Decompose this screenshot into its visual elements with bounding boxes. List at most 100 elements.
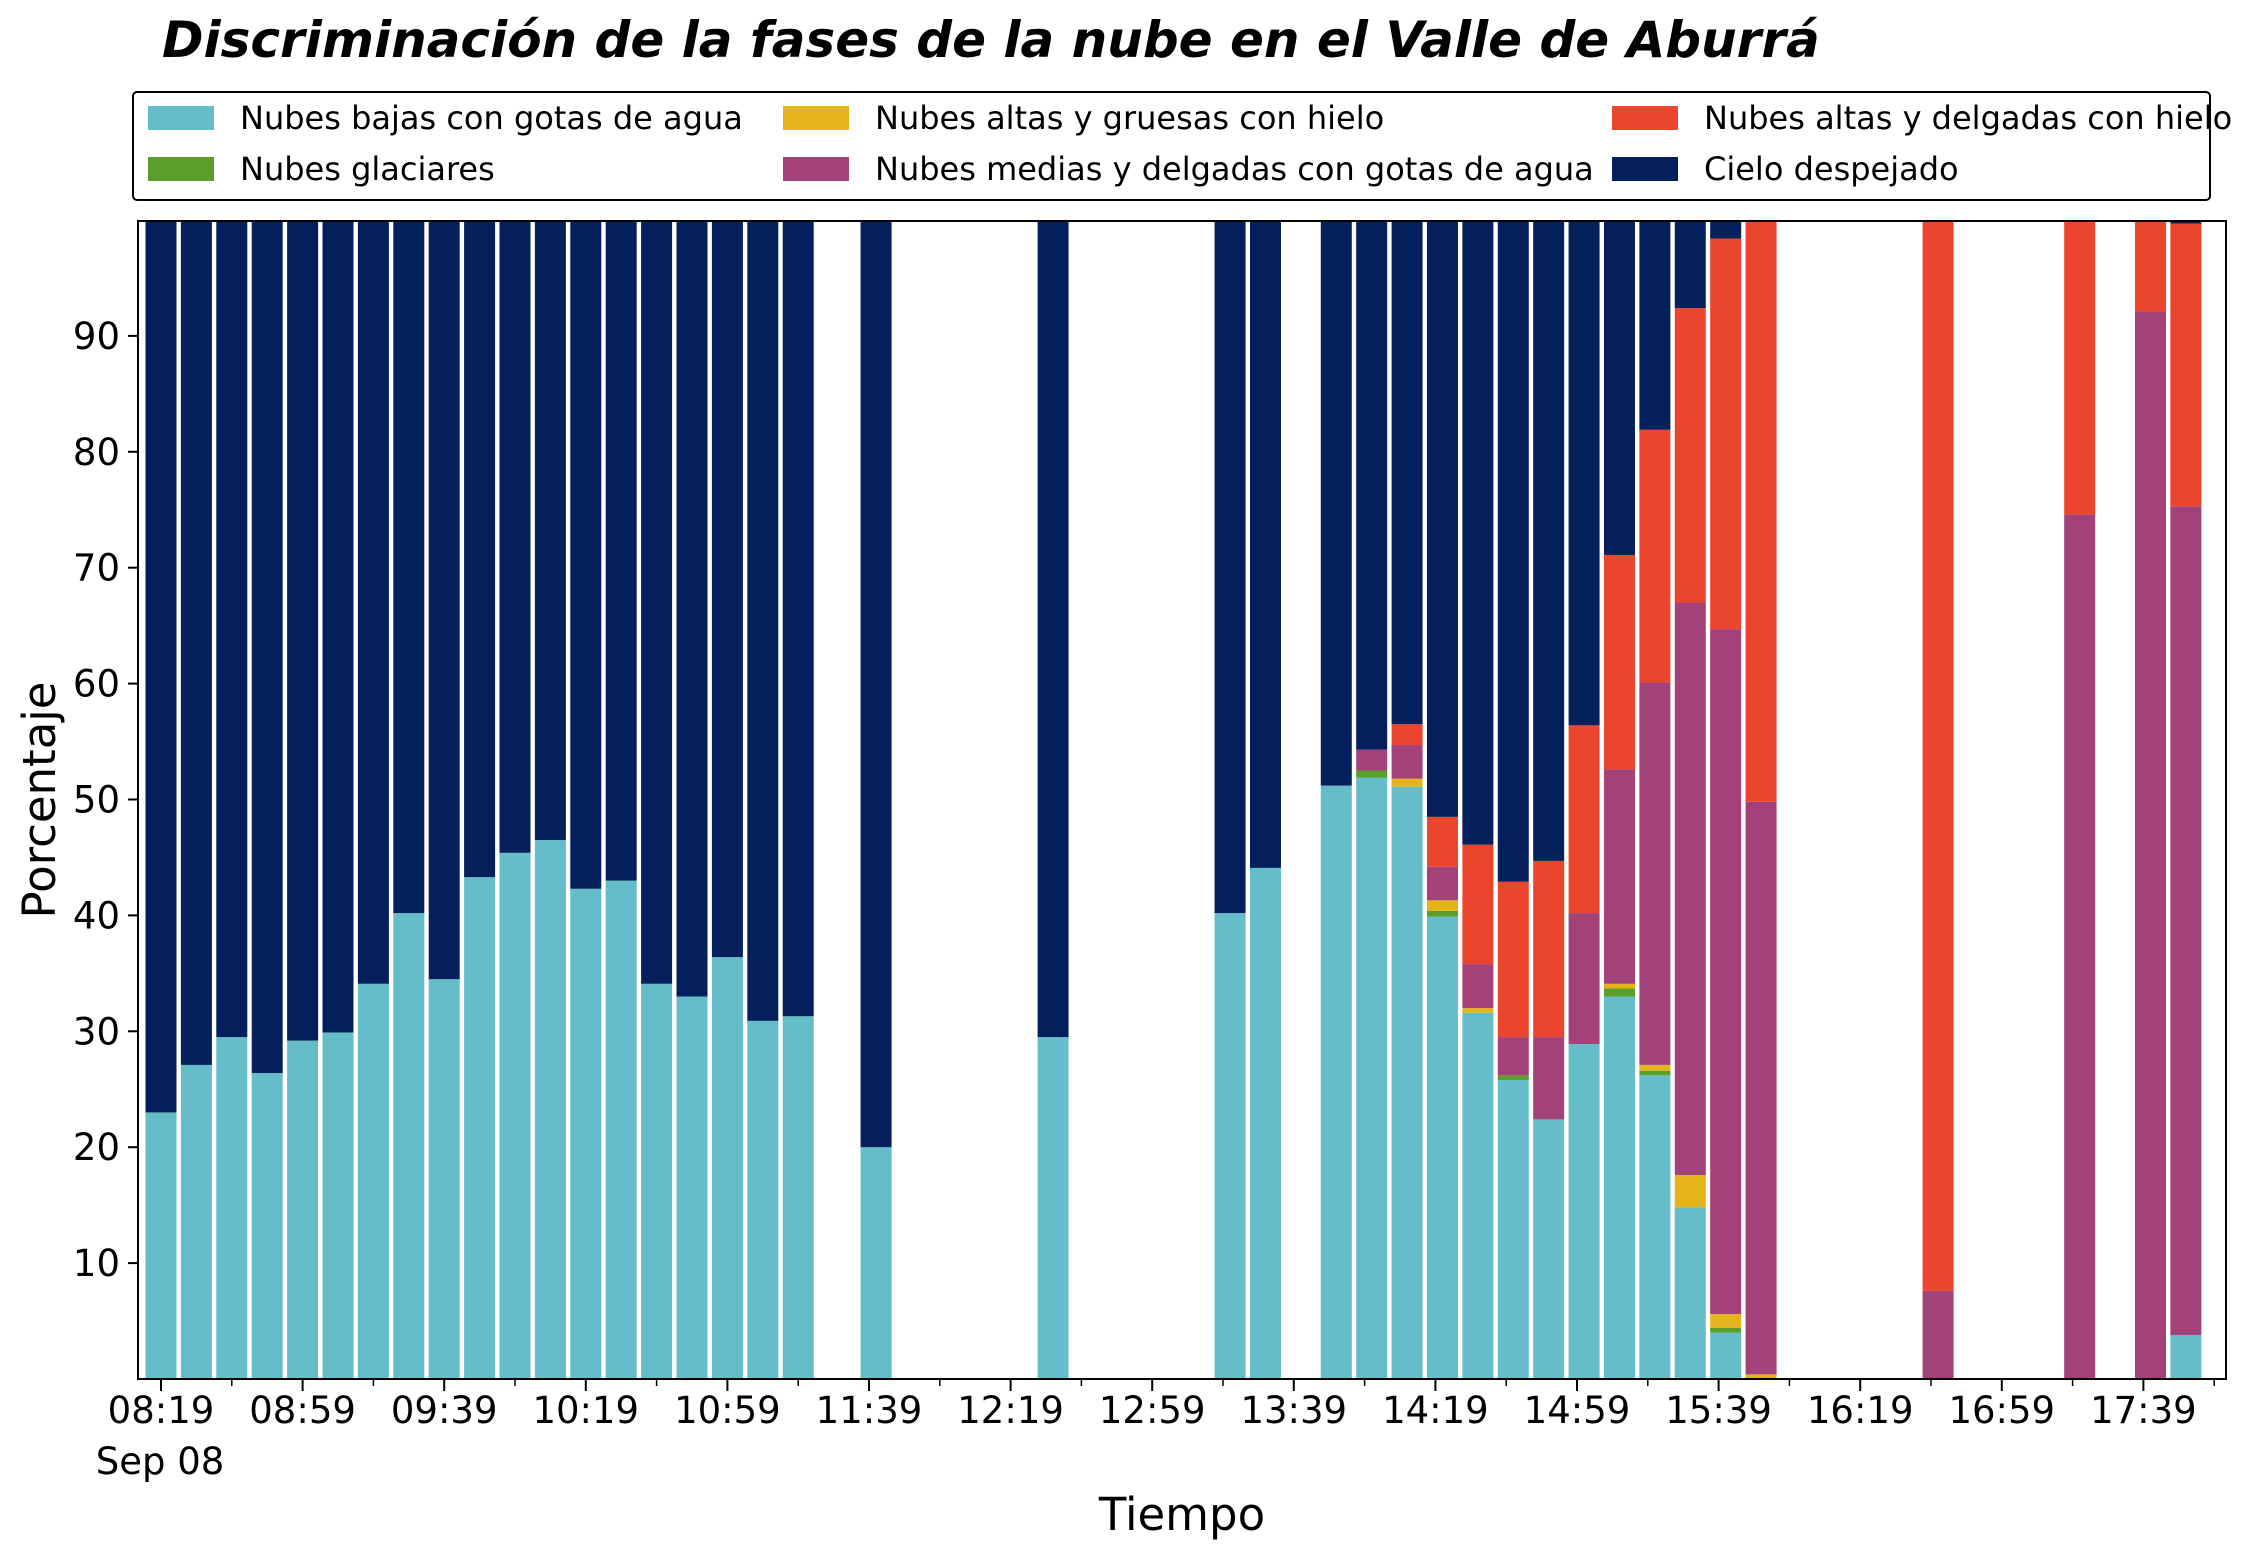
bar-segment: [1674, 602, 1706, 1176]
bar-segment: [860, 1147, 892, 1379]
bar-segment: [1249, 220, 1281, 868]
bar-segment: [1603, 554, 1635, 770]
x-date-label: Sep 08: [96, 1440, 225, 1483]
bar-group: [1497, 220, 1529, 1379]
bar-segment: [216, 220, 248, 1038]
bar-segment: [499, 852, 531, 1379]
bar-segment: [534, 220, 566, 841]
bar-segment: [2064, 220, 2096, 515]
bar-segment: [1745, 1374, 1777, 1379]
bar-segment: [1603, 996, 1635, 1379]
bar-segment: [782, 220, 814, 1017]
y-tick-label: 70: [73, 547, 120, 590]
bar-segment: [322, 220, 354, 1033]
legend-label: Nubes glaciares: [240, 150, 495, 188]
bar-segment: [251, 220, 283, 1074]
bar-group: [1356, 220, 1388, 1379]
legend-swatch: [1612, 106, 1678, 130]
bar-segment: [1639, 429, 1671, 683]
x-tick-label: 12:59: [1099, 1389, 1206, 1432]
legend-item-4: Nubes medias y delgadas con gotas de agu…: [783, 150, 1594, 188]
bar-segment: [1497, 881, 1529, 1038]
bar-segment: [216, 1037, 248, 1379]
bar-segment: [782, 1016, 814, 1379]
bar-segment: [1568, 1044, 1600, 1379]
bar-segment: [1462, 964, 1494, 1009]
bar-group: [860, 220, 892, 1379]
y-tick-label: 60: [73, 663, 120, 706]
y-tick-label: 80: [73, 431, 120, 474]
bar-segment: [1639, 1070, 1671, 1076]
bar-segment: [1922, 220, 1954, 1291]
bar-segment: [1462, 1012, 1494, 1379]
bar-segment: [1674, 220, 1706, 309]
legend-item-1: Nubes bajas con gotas de agua: [148, 99, 743, 137]
bar-group: [145, 220, 177, 1379]
bar-segment: [499, 220, 531, 853]
bar-layer: [145, 220, 2202, 1379]
bar-segment: [464, 877, 496, 1379]
legend-item-3: Nubes altas y gruesas con hielo: [783, 99, 1384, 137]
bar-group: [1710, 220, 1742, 1379]
bar-segment: [1426, 816, 1458, 867]
y-tick-label: 20: [73, 1126, 120, 1169]
bar-segment: [1462, 844, 1494, 965]
bar-segment: [251, 1073, 283, 1379]
bar-segment: [1603, 988, 1635, 997]
bar-group: [1745, 220, 1777, 1379]
bar-segment: [1356, 777, 1388, 1379]
bar-segment: [357, 983, 389, 1379]
x-tick-label: 08:59: [249, 1389, 356, 1432]
bar-segment: [1320, 785, 1352, 1379]
bar-segment: [1603, 220, 1635, 555]
bar-group: [711, 220, 743, 1379]
legend-swatch: [783, 157, 849, 181]
bar-group: [1568, 220, 1600, 1379]
bar-segment: [676, 220, 708, 997]
x-tick-label: 17:39: [2090, 1389, 2197, 1432]
x-tick-label: 10:59: [674, 1389, 781, 1432]
x-axis-label: Tiempo: [1098, 1488, 1265, 1541]
bar-segment: [1710, 220, 1742, 239]
bar-group: [499, 220, 531, 1379]
bar-segment: [287, 1040, 319, 1379]
bar-segment: [1674, 1175, 1706, 1208]
bar-segment: [1710, 1332, 1742, 1379]
bar-segment: [1497, 1079, 1529, 1379]
bar-group: [393, 220, 425, 1379]
x-tick-label: 16:19: [1807, 1389, 1914, 1432]
bar-group: [641, 220, 673, 1379]
y-tick-label: 50: [73, 779, 120, 822]
bar-segment: [1533, 1119, 1565, 1379]
bar-segment: [1249, 867, 1281, 1379]
legend-label: Nubes bajas con gotas de agua: [240, 99, 743, 137]
bar-group: [216, 220, 248, 1379]
legend-swatch: [148, 106, 214, 130]
bar-segment: [1426, 866, 1458, 901]
x-tick-label: 15:39: [1665, 1389, 1772, 1432]
x-tick-label: 14:19: [1382, 1389, 1489, 1432]
bar-group: [1320, 220, 1352, 1379]
bar-group: [1533, 220, 1565, 1379]
bar-segment: [1356, 749, 1388, 771]
legend-label: Nubes altas y delgadas con hielo: [1704, 99, 2232, 137]
x-tick-label: 08:19: [108, 1389, 215, 1432]
bar-segment: [641, 983, 673, 1379]
x-axis: 08:19 08:59 09:39 10:19 10:59 11:39 12:19 12:59…: [108, 1379, 2215, 1432]
bar-segment: [1710, 629, 1742, 1315]
legend-swatch: [1612, 157, 1678, 181]
bar-group: [1639, 220, 1671, 1379]
bar-segment: [605, 220, 637, 881]
legend-item-5: Nubes altas y delgadas con hielo: [1612, 99, 2232, 137]
bar-segment: [1745, 220, 1777, 802]
bar-group: [2134, 220, 2166, 1379]
bar-segment: [357, 220, 389, 984]
bar-segment: [393, 913, 425, 1379]
bar-segment: [1710, 1328, 1742, 1333]
legend-swatch: [783, 106, 849, 130]
bar-group: [1214, 220, 1246, 1379]
bar-segment: [1533, 860, 1565, 1038]
y-tick-label: 10: [73, 1242, 120, 1285]
bar-segment: [1356, 770, 1388, 778]
bar-segment: [1391, 778, 1423, 787]
